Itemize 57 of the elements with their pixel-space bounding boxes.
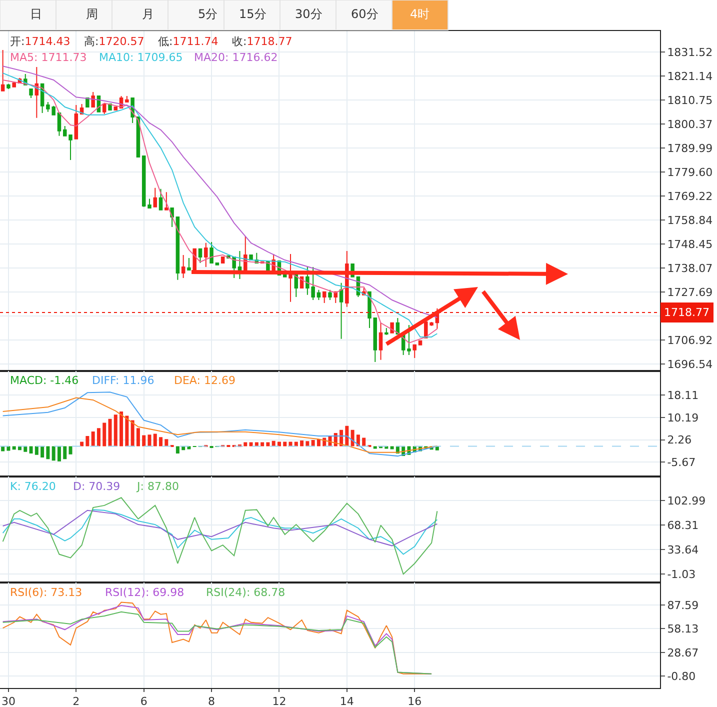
x-tick-label: 16: [408, 695, 422, 707]
y-tick-label: -5.67: [667, 456, 696, 470]
annotation: 收:1718.77: [232, 35, 292, 48]
text: 30分: [295, 7, 322, 21]
series-label: RSI(6): 73.13: [10, 586, 82, 599]
x-tick-label: 30: [1, 695, 16, 707]
x-tick-label: 8: [208, 695, 216, 707]
text: MACD: -1.46: [10, 374, 79, 387]
text: MA10: 1709.65: [99, 51, 183, 64]
y-tick-label: 68.31: [667, 518, 699, 532]
text: 周: [86, 7, 98, 21]
x-tick-label: 14: [340, 695, 354, 707]
series-label: RSI(12): 69.98: [105, 586, 184, 599]
y-tick-label: 1779.60: [667, 166, 713, 179]
x-tick-label: 2: [72, 695, 80, 707]
text: 日: [30, 7, 42, 21]
series-label: DIFF: 11.96: [92, 374, 154, 387]
text: MA20: 1716.62: [194, 51, 278, 64]
y-tick-label: 1769.22: [667, 190, 713, 203]
text: 月: [142, 7, 154, 21]
x-tick-label: 6: [140, 695, 148, 707]
text: RSI(24): 68.78: [206, 586, 286, 599]
ref-line-label: 1718.77: [664, 306, 710, 319]
series-label: MA5: 1711.73: [10, 51, 87, 64]
y-tick-label: 18.11: [667, 389, 699, 402]
x-tick-label: 12: [272, 695, 286, 707]
y-tick-label: 10.19: [667, 411, 699, 424]
y-tick-label: 1800.37: [667, 118, 713, 131]
y-tick-label: 1706.92: [667, 334, 713, 347]
y-tick-label: 2.26: [667, 434, 692, 447]
y-tick-label: 28.67: [667, 646, 699, 660]
y-tick-label: 1727.69: [667, 286, 713, 299]
text: 5分: [198, 7, 218, 21]
y-tick-label: 1696.54: [667, 358, 713, 371]
text: 15分: [239, 7, 266, 21]
y-tick-label: 33.64: [667, 543, 699, 556]
y-tick-label: 1831.52: [667, 46, 713, 59]
y-tick-label: 1789.99: [667, 142, 713, 155]
y-tick-label: 1821.14: [667, 70, 713, 83]
y-tick-label: 102.99: [667, 494, 706, 508]
y-tick-label: 1738.07: [667, 262, 713, 275]
text: DEA: 12.69: [174, 374, 236, 387]
y-tick-label: -1.03: [667, 568, 696, 581]
annotation: 低:1711.74: [158, 35, 218, 48]
series-label: J: 87.80: [136, 480, 179, 493]
text: K: 76.20: [10, 480, 56, 493]
y-tick-label: 1748.45: [667, 238, 713, 251]
y-tick-label: 1758.84: [667, 214, 713, 227]
y-tick-label: 1810.75: [667, 94, 713, 107]
text: 60分: [351, 7, 378, 21]
text: 4时: [410, 7, 430, 21]
annotation: 高:1720.57: [84, 35, 144, 48]
y-tick-label: 87.59: [667, 598, 699, 612]
annotation: 开:1714.43: [10, 35, 70, 48]
y-tick-label: -0.80: [667, 670, 696, 684]
y-tick-label: 58.13: [667, 622, 699, 636]
series-label: D: 70.39: [73, 480, 120, 493]
